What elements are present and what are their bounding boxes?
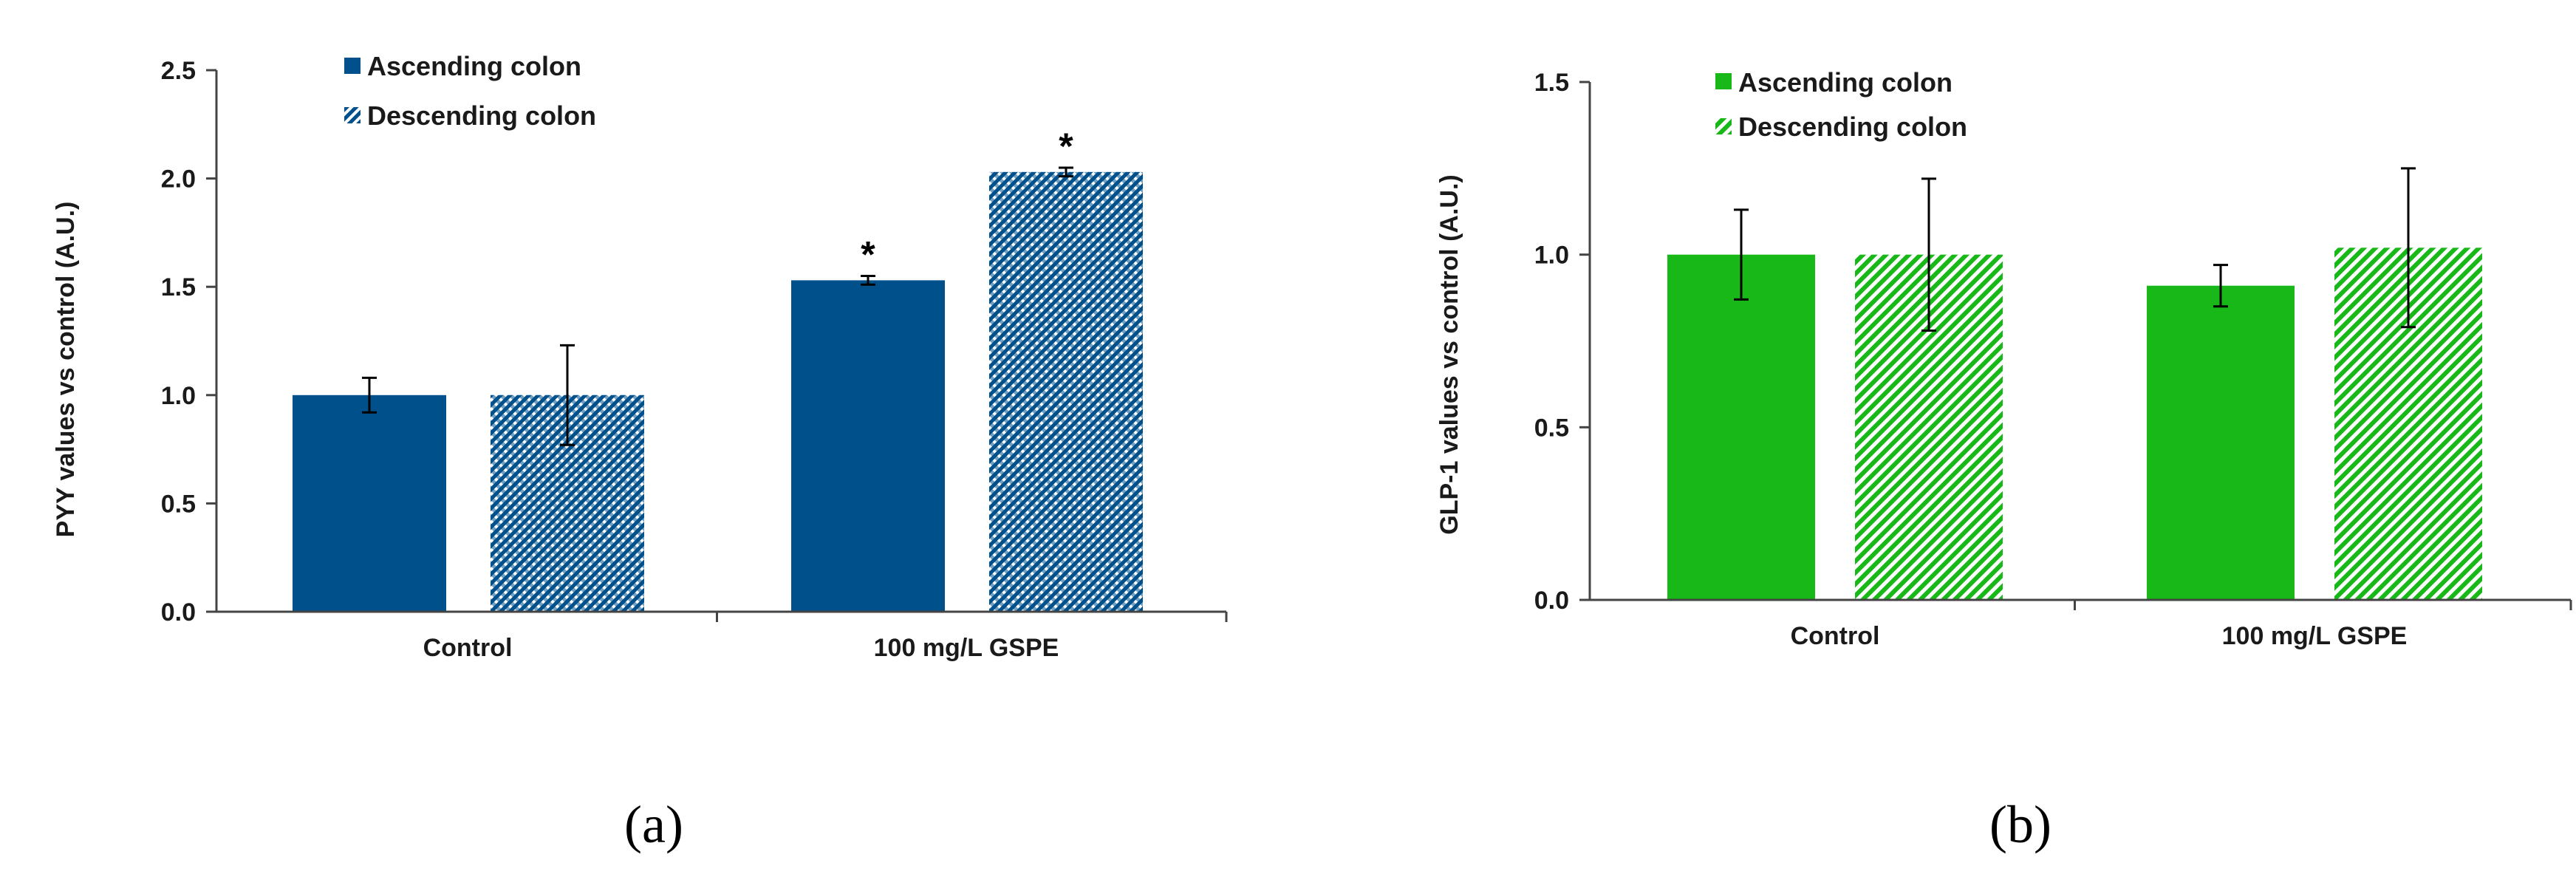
legend-label-ascending: Ascending colon — [1738, 67, 1953, 98]
significance-marker: * — [861, 234, 875, 276]
y-tick-label: 1.5 — [1534, 69, 1569, 97]
legend-swatch-descending — [344, 107, 361, 123]
chart-pyy: PYY values vs control (A.U.) Ascending c… — [52, 51, 1228, 854]
legend-swatch-ascending — [1715, 73, 1732, 89]
bar — [1667, 254, 1815, 600]
significance-marker: * — [1059, 126, 1073, 167]
bar — [2147, 285, 2295, 600]
x-tick-label: 100 mg/L GSPE — [874, 634, 1059, 662]
bar — [791, 280, 945, 612]
y-tick-label: 0.5 — [1534, 414, 1569, 442]
legend: Ascending colon Descending colon — [1715, 67, 1967, 142]
y-axis-title: GLP-1 values vs control (A.U.) — [1435, 174, 1463, 534]
y-tick-label: 1.0 — [1534, 242, 1569, 270]
y-tick-label: 0.0 — [161, 598, 196, 627]
chart-glp1: GLP-1 values vs control (A.U.) Ascending… — [1435, 67, 2572, 854]
legend-swatch-ascending — [344, 58, 361, 74]
y-tick-label: 1.0 — [161, 382, 196, 410]
x-tick-label: Control — [423, 634, 513, 662]
y-tick-label: 1.5 — [161, 273, 196, 301]
x-tick-label: Control — [1791, 622, 1880, 650]
panel-label: (a) — [624, 795, 683, 854]
panel-label: (b) — [1989, 795, 2051, 854]
y-tick-label: 2.5 — [161, 57, 196, 85]
bar — [293, 395, 446, 612]
legend-swatch-descending — [1715, 118, 1732, 134]
y-tick-label: 0.5 — [161, 490, 196, 518]
x-tick-label: 100 mg/L GSPE — [2222, 622, 2408, 650]
y-tick-label: 0.0 — [1534, 587, 1569, 615]
legend-label-descending: Descending colon — [1738, 112, 1967, 142]
bar-pattern-overlay — [989, 171, 1143, 612]
legend-label-descending: Descending colon — [367, 100, 596, 131]
legend-label-ascending: Ascending colon — [367, 51, 581, 81]
y-axis-title: PYY values vs control (A.U.) — [52, 202, 80, 538]
legend: Ascending colon Descending colon — [344, 51, 596, 131]
y-tick-label: 2.0 — [161, 165, 196, 194]
